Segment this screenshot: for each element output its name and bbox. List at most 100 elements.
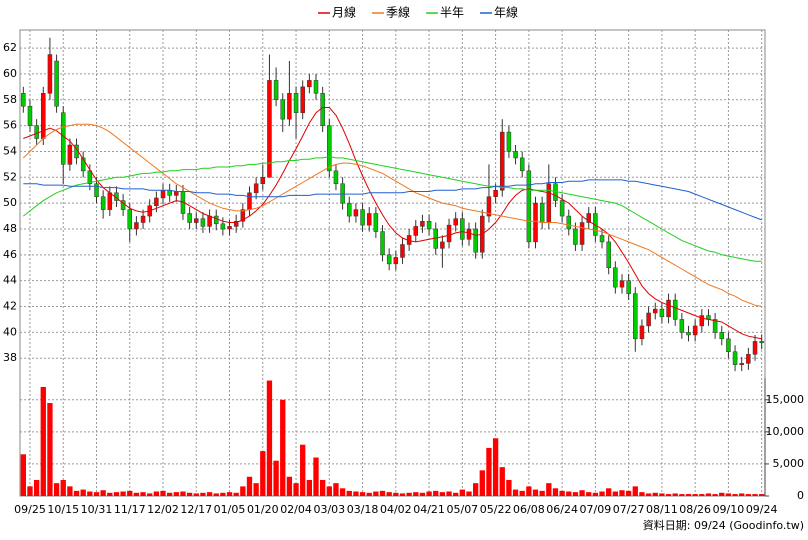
volume-bar	[260, 451, 266, 496]
y2-tick-label: 0	[797, 489, 804, 502]
volume-bar	[167, 492, 173, 496]
volume-bar	[532, 489, 539, 496]
volume-bar	[672, 493, 678, 496]
volume-bar	[579, 490, 585, 496]
candle-body	[154, 197, 159, 206]
volume-bar	[559, 490, 565, 496]
candle-body	[21, 93, 26, 107]
candle-body	[353, 209, 359, 217]
volume-bar	[486, 447, 492, 496]
volume-bar	[133, 492, 140, 496]
candle-body	[633, 293, 638, 340]
candle-body	[546, 183, 552, 223]
volume-bar	[153, 491, 160, 496]
volume-bar	[273, 460, 279, 496]
volume-bar	[87, 491, 93, 496]
candle-body	[752, 341, 758, 355]
volume-bar	[213, 493, 219, 496]
candle-body	[493, 189, 498, 197]
x-tick-label: 06/24	[546, 503, 578, 516]
volume-bar	[93, 492, 100, 496]
x-tick-label: 09/25	[14, 503, 46, 516]
candle-body	[579, 222, 585, 245]
candle-body	[726, 338, 731, 352]
volume-bar	[419, 492, 426, 496]
volume-bar	[127, 490, 133, 496]
volume-bar	[632, 486, 638, 496]
candle-body	[712, 319, 718, 333]
y-tick-label: 40	[3, 325, 17, 338]
candle-body	[194, 218, 199, 223]
candle-body	[340, 183, 345, 204]
x-tick-label: 12/02	[147, 503, 179, 516]
volume-bar	[705, 493, 712, 496]
y-tick-label: 56	[3, 119, 17, 132]
candle-body	[307, 80, 312, 88]
volume-bar	[453, 492, 459, 496]
y-tick-label: 46	[3, 248, 17, 261]
candle-body	[273, 80, 279, 101]
candle-body	[293, 93, 299, 113]
volume-bar	[379, 490, 386, 496]
volume-bar	[652, 492, 658, 496]
candle-body	[393, 257, 399, 265]
volume-bar	[173, 492, 179, 496]
volume-bar	[147, 493, 153, 496]
volume-bar	[439, 492, 446, 496]
volume-bar	[346, 490, 352, 496]
volume-bar	[20, 454, 26, 496]
y-tick-label: 38	[3, 351, 17, 364]
x-tick-label: 05/22	[480, 503, 512, 516]
volume-bar	[459, 489, 466, 496]
candle-body	[652, 308, 658, 314]
candle-body	[67, 144, 73, 165]
volume-bar	[226, 492, 233, 496]
volume-bar	[492, 438, 499, 496]
y2-tick-label: 10,000	[766, 425, 805, 438]
candle-body	[27, 105, 33, 126]
volume-bar	[180, 491, 186, 496]
volume-bar	[67, 486, 73, 496]
candle-body	[253, 183, 259, 194]
volume-bar	[319, 479, 326, 496]
candle-body	[227, 226, 232, 230]
candle-body	[759, 341, 764, 343]
x-tick-label: 09/10	[713, 503, 745, 516]
candle-body	[739, 363, 744, 365]
volume-bar	[233, 492, 239, 496]
x-tick-label: 05/07	[446, 503, 478, 516]
volume-bar	[246, 476, 253, 496]
candle-body	[539, 202, 545, 223]
x-tick-label: 07/09	[580, 503, 612, 516]
volume-bar	[539, 490, 545, 496]
volume-bar	[80, 489, 86, 496]
candle-body	[646, 312, 651, 327]
ma-line	[23, 179, 762, 221]
candle-body	[287, 93, 292, 120]
candle-body	[134, 222, 139, 230]
candle-body	[320, 93, 325, 126]
candle-body	[679, 319, 685, 333]
y-tick-label: 62	[3, 41, 17, 54]
legend-label: 年線	[494, 5, 518, 20]
candle-body	[699, 315, 705, 327]
x-tick-label: 01/05	[214, 503, 246, 516]
candle-body	[672, 299, 678, 320]
candle-body	[260, 177, 266, 185]
volume-bar	[286, 476, 293, 496]
volume-bar	[679, 494, 685, 496]
volume-bar	[426, 491, 432, 496]
volume-bar	[280, 399, 286, 496]
x-tick-label: 01/20	[247, 503, 279, 516]
legend-label: 半年	[440, 6, 464, 20]
volume-bar	[712, 494, 718, 496]
volume-bar	[339, 488, 346, 496]
candle-body	[606, 241, 611, 269]
candle-body	[586, 213, 591, 223]
candle-body	[247, 192, 252, 210]
legend: 月線 季線 半年 年線	[318, 5, 518, 20]
x-tick-label: 12/17	[180, 503, 212, 516]
volume-bar	[100, 490, 106, 496]
volume-bar	[512, 489, 519, 496]
